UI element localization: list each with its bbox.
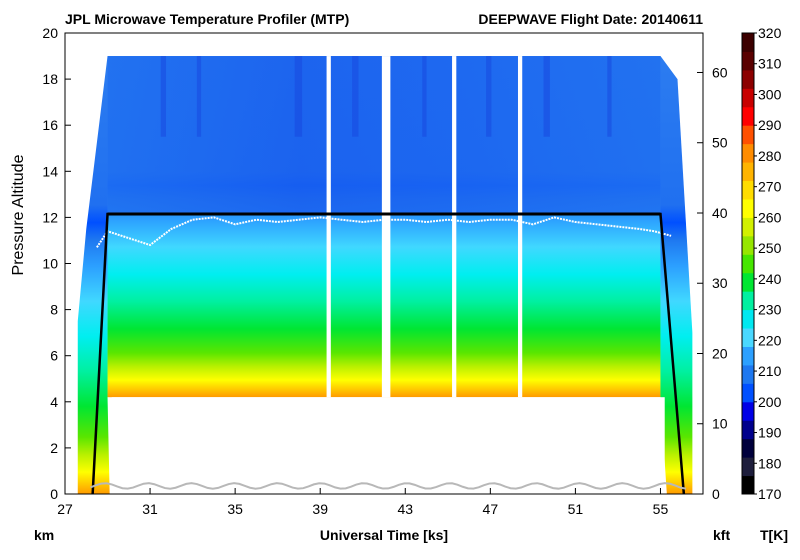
data-gap-3 bbox=[452, 56, 457, 398]
colorbar-swatch bbox=[742, 346, 754, 366]
colorbar-tick-label: 270 bbox=[758, 179, 782, 195]
colorbar-swatch bbox=[742, 383, 754, 403]
colorbar-tick-label: 180 bbox=[758, 455, 782, 471]
stratosphere-streak-1 bbox=[160, 56, 167, 137]
chart-subtitle: DEEPWAVE Flight Date: 20140611 bbox=[478, 11, 703, 27]
y-tick-label-kft: 30 bbox=[712, 275, 728, 291]
y-tick-label-km: 6 bbox=[50, 348, 58, 364]
y-tick-label-kft: 40 bbox=[712, 205, 728, 221]
data-gap-1 bbox=[326, 56, 331, 398]
colorbar-frame bbox=[741, 32, 755, 495]
y-tick-label-km: 0 bbox=[50, 486, 58, 502]
y-tick-label-kft: 0 bbox=[712, 486, 720, 502]
no-data-region bbox=[111, 397, 665, 494]
colorbar-swatch bbox=[742, 69, 754, 89]
y-tick-label-km: 2 bbox=[50, 440, 58, 456]
colorbar-tick-label: 260 bbox=[758, 209, 782, 225]
colorbar-swatch bbox=[742, 254, 754, 274]
stratosphere-streak-5 bbox=[422, 56, 427, 137]
y-tick-label-km: 4 bbox=[50, 394, 58, 410]
colorbar-swatch bbox=[742, 309, 754, 329]
colorbar-swatch bbox=[742, 235, 754, 255]
colorbar-swatch bbox=[742, 291, 754, 311]
colorbar-swatch bbox=[742, 438, 754, 458]
y-tick-label-km: 14 bbox=[42, 163, 58, 179]
stratosphere-streak-2 bbox=[196, 56, 202, 137]
tropopause-line bbox=[96, 216, 672, 248]
colorbar-swatch bbox=[742, 106, 754, 126]
stratosphere-streak-8 bbox=[607, 56, 612, 137]
colorbar-swatch bbox=[742, 162, 754, 182]
colorbar-swatch bbox=[742, 457, 754, 477]
x-axis-label: Universal Time [ks] bbox=[320, 527, 448, 543]
colorbar-swatch bbox=[742, 51, 754, 71]
data-gap-4 bbox=[517, 56, 523, 398]
colorbar-swatch bbox=[742, 125, 754, 145]
x-tick-label: 47 bbox=[483, 501, 499, 517]
colorbar: 170 180 190 200 210 220 230 240 250 260 270 280 290 3… bbox=[741, 25, 782, 502]
y-tick-label-kft: 50 bbox=[712, 135, 728, 151]
temperature-curtain bbox=[77, 56, 693, 494]
colorbar-tick-label: 230 bbox=[758, 302, 782, 318]
colorbar-tick-label: 170 bbox=[758, 486, 782, 502]
ground-elevation-line bbox=[90, 482, 687, 490]
colorbar-swatch bbox=[742, 33, 754, 52]
x-tick-label: 35 bbox=[227, 501, 243, 517]
y-tick-label-kft: 60 bbox=[712, 64, 728, 80]
colorbar-swatch bbox=[742, 143, 754, 163]
y-tick-label-km: 20 bbox=[42, 25, 58, 41]
y-tick-label-kft: 20 bbox=[712, 345, 728, 361]
y-tick-label-km: 18 bbox=[42, 71, 58, 87]
x-tick-label: 27 bbox=[57, 501, 73, 517]
stratosphere-streak-3 bbox=[294, 56, 303, 137]
colorbar-swatch bbox=[742, 198, 754, 218]
y-tick-label-km: 12 bbox=[42, 209, 58, 225]
x-tick-label: 55 bbox=[653, 501, 669, 517]
colorbar-tick-label: 210 bbox=[758, 363, 782, 379]
y-tick-label-km: 8 bbox=[50, 302, 58, 318]
data-gap-2 bbox=[381, 56, 391, 398]
ascent-field bbox=[77, 56, 110, 494]
colorbar-tick-label: 280 bbox=[758, 148, 782, 164]
colorbar-swatch bbox=[742, 328, 754, 347]
descent-field bbox=[660, 56, 693, 494]
y-tick-label-km: 10 bbox=[42, 256, 58, 272]
colorbar-swatch bbox=[742, 217, 754, 237]
colorbar-tick-label: 290 bbox=[758, 117, 782, 133]
colorbar-swatch bbox=[742, 88, 754, 108]
stratosphere-streak-4 bbox=[352, 56, 359, 137]
y-axis-label: Pressure Altitude bbox=[10, 154, 27, 275]
colorbar-tick-label: 190 bbox=[758, 425, 782, 441]
stratosphere-streak-6 bbox=[486, 56, 492, 137]
colorbar-tick-label: 240 bbox=[758, 271, 782, 287]
stratosphere-streak-7 bbox=[543, 56, 550, 137]
left-unit-label: km bbox=[34, 527, 54, 543]
colorbar-label: T[K] bbox=[760, 527, 788, 543]
x-tick-label: 39 bbox=[312, 501, 328, 517]
colorbar-tick-label: 220 bbox=[758, 332, 782, 348]
x-tick-label: 43 bbox=[397, 501, 413, 517]
y-tick-label-kft: 10 bbox=[712, 416, 728, 432]
x-tick-label: 31 bbox=[142, 501, 158, 517]
colorbar-tick-label: 320 bbox=[758, 25, 782, 41]
x-tick-label: 51 bbox=[568, 501, 584, 517]
right-unit-label: kft bbox=[713, 527, 730, 543]
colorbar-tick-label: 250 bbox=[758, 240, 782, 256]
colorbar-swatch bbox=[742, 401, 754, 421]
chart-title: JPL Microwave Temperature Profiler (MTP) bbox=[65, 11, 349, 27]
colorbar-tick-label: 310 bbox=[758, 56, 782, 72]
colorbar-swatch bbox=[742, 475, 754, 495]
colorbar-swatch bbox=[742, 180, 754, 200]
colorbar-tick-label: 300 bbox=[758, 86, 782, 102]
y-tick-label-km: 16 bbox=[42, 117, 58, 133]
colorbar-swatch bbox=[742, 420, 754, 440]
colorbar-swatch bbox=[742, 364, 754, 384]
colorbar-tick-label: 200 bbox=[758, 394, 782, 410]
colorbar-swatch bbox=[742, 272, 754, 292]
